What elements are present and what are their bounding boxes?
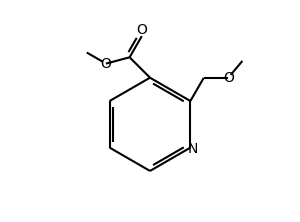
Text: O: O [223, 71, 234, 85]
Text: O: O [100, 57, 111, 71]
Text: N: N [188, 142, 198, 156]
Text: O: O [136, 23, 147, 37]
